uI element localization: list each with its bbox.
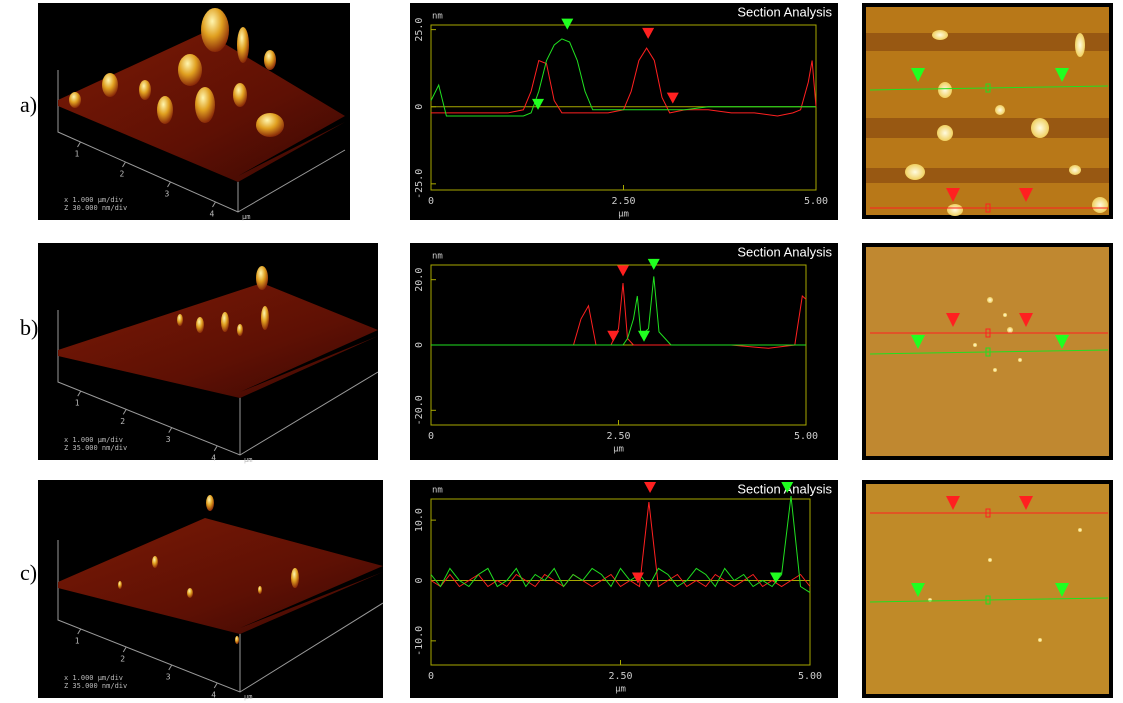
surface-scale: x 1.000 µm/div bbox=[64, 674, 123, 682]
y-unit: nm bbox=[432, 252, 443, 262]
surface-peak bbox=[177, 314, 183, 326]
x-tick-label: 2.50 bbox=[606, 431, 630, 442]
image-feature bbox=[1018, 358, 1022, 362]
surface-peak bbox=[264, 50, 276, 70]
x-tick-label: 0 bbox=[428, 431, 434, 442]
chart-title: Section Analysis bbox=[737, 4, 832, 19]
y-tick-label: 10.0 bbox=[414, 508, 425, 532]
x-tick-label: 0 bbox=[428, 196, 434, 207]
surface-peak bbox=[291, 568, 299, 588]
image-feature bbox=[1078, 528, 1082, 532]
height-image bbox=[866, 484, 1109, 694]
surface-scale: Z 35.000 nm/div bbox=[64, 444, 127, 452]
row-label: a) bbox=[20, 92, 37, 117]
image-feature bbox=[987, 297, 993, 303]
y-tick-label: -10.0 bbox=[414, 626, 425, 656]
surface-peak bbox=[235, 636, 239, 644]
surface-tick-label: 4 bbox=[211, 453, 216, 462]
surface-peak bbox=[201, 8, 229, 52]
x-tick-label: 0 bbox=[428, 671, 434, 682]
x-tick-label: 2.50 bbox=[608, 671, 632, 682]
image-feature bbox=[905, 164, 925, 180]
surface-tick-label: 1 bbox=[75, 150, 80, 159]
x-tick-label: 5.00 bbox=[804, 196, 828, 207]
image-stripe bbox=[866, 33, 1109, 51]
surface-tick-label: 4 bbox=[211, 691, 216, 700]
x-tick-label: 5.00 bbox=[798, 671, 822, 682]
surface-peak bbox=[256, 113, 284, 137]
surface-tick-label: 4 bbox=[210, 210, 215, 219]
image-feature bbox=[988, 558, 992, 562]
surface-peak bbox=[237, 27, 249, 63]
chart-title: Section Analysis bbox=[737, 244, 832, 259]
surface-peak bbox=[237, 324, 243, 336]
chart-panel bbox=[410, 243, 838, 460]
figure: a)1234µmx 1.000 µm/divZ 30.000 nm/divb)1… bbox=[0, 0, 1123, 703]
surface-peak bbox=[102, 73, 118, 97]
x-unit: µm bbox=[618, 210, 629, 220]
image-feature bbox=[1038, 638, 1042, 642]
image-feature bbox=[1007, 327, 1013, 333]
image-feature bbox=[937, 125, 953, 141]
surface-unit: µm bbox=[244, 693, 252, 701]
surface-peak bbox=[187, 588, 193, 598]
surface-peak bbox=[152, 556, 158, 568]
image-feature bbox=[973, 343, 977, 347]
surface-scale: x 1.000 µm/div bbox=[64, 196, 123, 204]
surface-tick-label: 2 bbox=[120, 170, 125, 179]
surface-tick-label: 3 bbox=[165, 190, 170, 199]
x-unit: µm bbox=[615, 685, 626, 695]
surface-tick-label: 2 bbox=[120, 417, 125, 426]
surface-peak bbox=[196, 317, 204, 333]
image-stripe bbox=[866, 118, 1109, 138]
y-tick-label: -20.0 bbox=[414, 395, 425, 425]
surface-scale: x 1.000 µm/div bbox=[64, 436, 123, 444]
image-feature bbox=[995, 105, 1005, 115]
image-feature bbox=[1069, 165, 1081, 175]
x-tick-label: 2.50 bbox=[611, 196, 635, 207]
surface-tick-label: 3 bbox=[166, 435, 171, 444]
surface-scale: Z 35.000 nm/div bbox=[64, 682, 127, 690]
image-feature bbox=[938, 82, 952, 98]
surface-peak bbox=[258, 586, 262, 594]
y-tick-label: 0 bbox=[414, 577, 425, 583]
y-tick-label: 20.0 bbox=[414, 268, 425, 292]
row-label: b) bbox=[20, 315, 38, 340]
image-feature bbox=[1075, 33, 1085, 57]
surface-peak bbox=[139, 80, 151, 100]
y-unit: nm bbox=[432, 12, 443, 22]
surface-peak bbox=[261, 306, 269, 330]
surface-peak bbox=[157, 96, 173, 124]
surface-peak bbox=[206, 495, 214, 511]
surface-scale: Z 30.000 nm/div bbox=[64, 204, 127, 212]
y-tick-label: 0 bbox=[414, 342, 425, 348]
image-feature bbox=[932, 30, 948, 40]
y-unit: nm bbox=[432, 486, 443, 496]
image-feature bbox=[947, 204, 963, 216]
image-feature bbox=[993, 368, 997, 372]
x-tick-label: 5.00 bbox=[794, 431, 818, 442]
surface-tick-label: 1 bbox=[75, 637, 80, 646]
surface-tick-label: 1 bbox=[75, 399, 80, 408]
surface-peak bbox=[178, 54, 202, 86]
x-unit: µm bbox=[613, 445, 624, 455]
surface-peak bbox=[195, 87, 215, 123]
image-feature bbox=[1003, 313, 1007, 317]
surface-peak bbox=[256, 266, 268, 290]
surface-peak bbox=[221, 312, 229, 332]
surface-peak bbox=[233, 83, 247, 107]
y-tick-label: 0 bbox=[414, 104, 425, 110]
surface-peak bbox=[69, 92, 81, 108]
y-tick-label: -25.0 bbox=[414, 169, 425, 199]
surface-unit: µm bbox=[242, 213, 250, 221]
surface-tick-label: 2 bbox=[120, 655, 125, 664]
y-tick-label: 25.0 bbox=[414, 18, 425, 42]
height-image bbox=[866, 247, 1109, 456]
surface-unit: µm bbox=[244, 456, 252, 464]
image-feature bbox=[1031, 118, 1049, 138]
surface-peak bbox=[118, 581, 122, 589]
row-label: c) bbox=[20, 560, 37, 585]
surface-tick-label: 3 bbox=[166, 673, 171, 682]
image-feature bbox=[1092, 197, 1108, 213]
